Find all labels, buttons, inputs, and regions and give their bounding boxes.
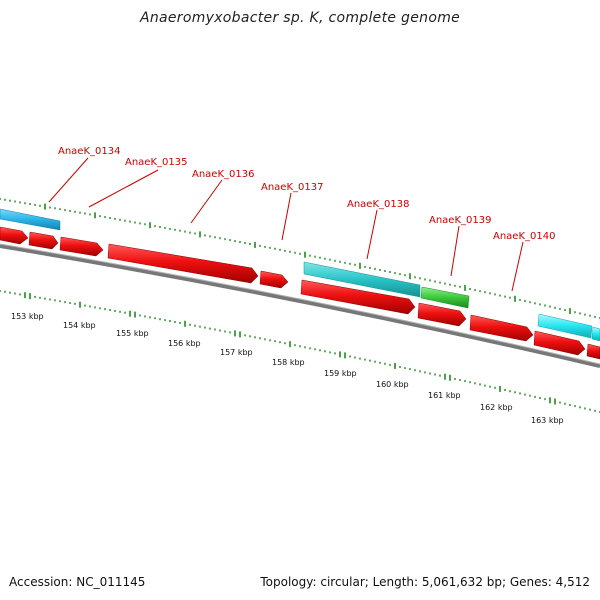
gene-forward-6[interactable] (300, 279, 416, 315)
gene-AnaeK-0135[interactable] (28, 231, 59, 250)
gene-AnaeK-0139[interactable] (420, 286, 470, 309)
gene-reverse-cyan-2[interactable] (591, 326, 600, 342)
kbp-label-154: 154 kbp (63, 321, 96, 330)
topology-text: Topology: circular; Length: 5,061,632 bp… (260, 575, 590, 589)
gene-reverse-cyan-1[interactable] (537, 313, 593, 339)
lower-tick-ruler (0, 290, 600, 413)
gene-label-AnaeK-0138[interactable]: AnaeK_0138 (347, 199, 409, 210)
kbp-label-159: 159 kbp (324, 369, 357, 378)
kbp-label-153: 153 kbp (11, 312, 44, 321)
kbp-label-161: 161 kbp (428, 391, 461, 400)
kbp-label-158: 158 kbp (272, 358, 305, 367)
gene-label-AnaeK-0140[interactable]: AnaeK_0140 (493, 231, 555, 242)
leader-line-AnaeK-0137 (281, 192, 292, 241)
upper-tick-ruler (0, 198, 600, 319)
kbp-label-155: 155 kbp (116, 329, 149, 338)
leader-line-AnaeK-0138 (366, 209, 378, 260)
gene-label-AnaeK-0137[interactable]: AnaeK_0137 (261, 182, 323, 193)
kbp-label-163: 163 kbp (531, 416, 564, 425)
kbp-label-157: 157 kbp (220, 348, 253, 357)
genome-backbone-highlight (0, 243, 600, 365)
accession-text: Accession: NC_011145 (9, 575, 146, 589)
gene-forward-1[interactable] (0, 226, 29, 245)
kbp-label-156: 156 kbp (168, 339, 201, 348)
gene-AnaeK-0134[interactable] (0, 208, 61, 231)
leader-line-AnaeK-0136 (190, 179, 223, 224)
gene-label-AnaeK-0134[interactable]: AnaeK_0134 (58, 146, 120, 157)
gene-AnaeK-0136-b[interactable] (107, 243, 259, 284)
gene-AnaeK-0137[interactable] (259, 270, 289, 289)
leader-line-AnaeK-0134 (48, 157, 89, 203)
leader-line-AnaeK-0140 (511, 241, 524, 292)
gene-label-AnaeK-0139[interactable]: AnaeK_0139 (429, 215, 491, 226)
gene-label-AnaeK-0135[interactable]: AnaeK_0135 (125, 157, 187, 168)
gene-AnaeK-0140[interactable] (469, 314, 534, 342)
gene-forward-9[interactable] (533, 330, 586, 356)
leader-line-AnaeK-0135 (88, 169, 159, 208)
kbp-label-162: 162 kbp (480, 403, 513, 412)
gene-AnaeK-0136-a[interactable] (59, 236, 104, 257)
genome-backbone (0, 244, 600, 368)
gene-forward-7[interactable] (417, 302, 467, 327)
gene-AnaeK-0138[interactable] (303, 261, 421, 298)
kbp-label-160: 160 kbp (376, 380, 409, 389)
leader-line-AnaeK-0139 (450, 225, 460, 277)
gene-forward-10[interactable] (586, 343, 600, 360)
map-title: Anaeromyxobacter sp. K, complete genome (139, 10, 461, 26)
gene-label-AnaeK-0136[interactable]: AnaeK_0136 (192, 169, 254, 180)
